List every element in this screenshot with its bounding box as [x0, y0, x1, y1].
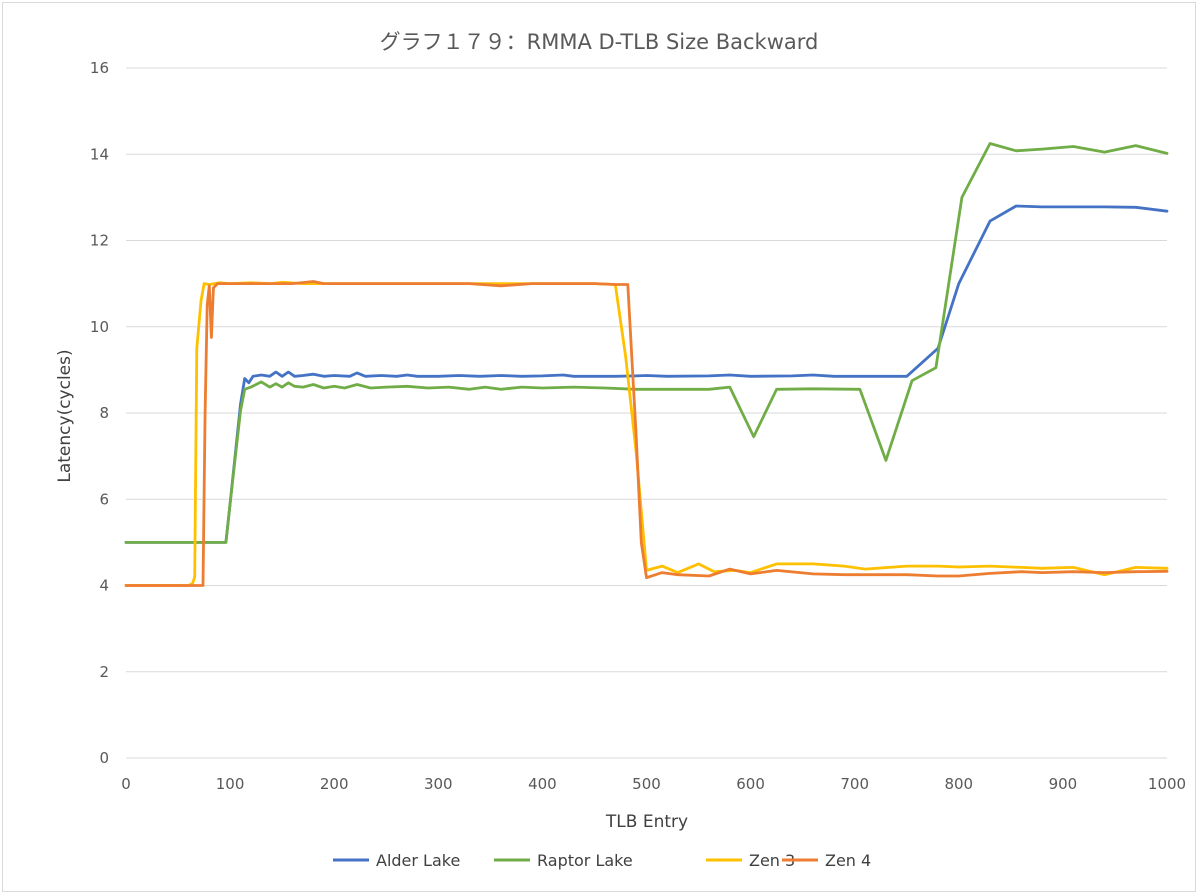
- x-tick-label: 700: [840, 775, 869, 793]
- y-tick-label: 0: [99, 749, 109, 767]
- legend-label: Zen 4: [825, 851, 871, 870]
- x-tick-label: 0: [121, 775, 131, 793]
- y-tick-label: 10: [90, 318, 109, 336]
- series-line-alder-lake: [124, 204, 1169, 544]
- x-tick-label: 200: [320, 775, 349, 793]
- chart-title: グラフ１７９：RMMA D-TLB Size Backward: [380, 30, 819, 54]
- x-tick-label: 500: [632, 775, 661, 793]
- x-tick-label: 100: [216, 775, 245, 793]
- y-tick-label: 6: [99, 490, 109, 508]
- series-line-zen-3: [124, 280, 1169, 587]
- x-tick-label: 300: [424, 775, 453, 793]
- y-tick-label: 16: [90, 59, 109, 77]
- series-line-raptor-lake: [124, 142, 1169, 544]
- y-tick-label: 4: [99, 577, 109, 595]
- y-tick-label: 8: [99, 404, 109, 422]
- line-chart: グラフ１７９：RMMA D-TLB Size Backward 0 2 4 6 8 10 1…: [55, 30, 1186, 870]
- x-tick-labels: 0 100 200 300 400 500 600 700 800 900 1000: [121, 775, 1186, 793]
- series-line-zen-4: [124, 280, 1169, 587]
- y-axis-title: Latency(cycles): [55, 349, 75, 482]
- series-lines: [124, 142, 1169, 587]
- y-tick-labels: 0 2 4 6 8 10 12 14 16: [90, 59, 109, 767]
- x-tick-label: 1000: [1148, 775, 1186, 793]
- y-tick-label: 12: [90, 232, 109, 250]
- y-tick-label: 14: [90, 145, 109, 163]
- y-tick-label: 2: [99, 663, 109, 681]
- x-axis-title: TLB Entry: [605, 812, 688, 832]
- legend-label: Raptor Lake: [537, 851, 633, 870]
- gridlines: [126, 67, 1167, 759]
- x-tick-label: 600: [736, 775, 765, 793]
- legend-label: Zen 3: [749, 851, 795, 870]
- x-tick-label: 800: [944, 775, 973, 793]
- x-tick-label: 900: [1049, 775, 1078, 793]
- x-tick-label: 400: [528, 775, 557, 793]
- legend: Alder Lake Raptor Lake Zen 3 Zen 4: [333, 851, 871, 870]
- legend-label: Alder Lake: [376, 851, 460, 870]
